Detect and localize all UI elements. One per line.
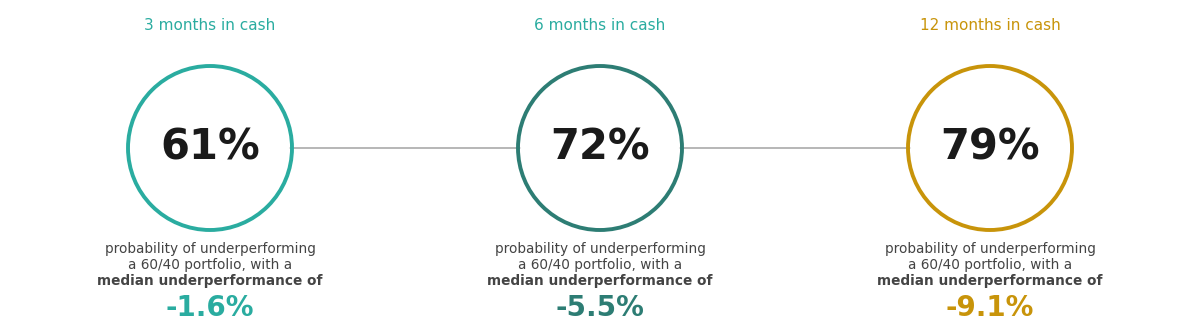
Text: 61%: 61%: [160, 127, 260, 169]
Text: 3 months in cash: 3 months in cash: [144, 18, 276, 33]
Text: probability of underperforming: probability of underperforming: [884, 242, 1096, 256]
Text: a 60/40 portfolio, with a: a 60/40 portfolio, with a: [908, 258, 1072, 272]
Text: -1.6%: -1.6%: [166, 294, 254, 322]
Text: 72%: 72%: [550, 127, 650, 169]
Text: 12 months in cash: 12 months in cash: [919, 18, 1061, 33]
Text: 6 months in cash: 6 months in cash: [534, 18, 666, 33]
Text: a 60/40 portfolio, with a: a 60/40 portfolio, with a: [128, 258, 292, 272]
Text: 79%: 79%: [940, 127, 1040, 169]
Text: -5.5%: -5.5%: [556, 294, 644, 322]
Text: -9.1%: -9.1%: [946, 294, 1034, 322]
Text: median underperformance of: median underperformance of: [877, 274, 1103, 288]
Circle shape: [911, 69, 1069, 227]
Text: probability of underperforming: probability of underperforming: [494, 242, 706, 256]
Text: probability of underperforming: probability of underperforming: [104, 242, 316, 256]
Circle shape: [521, 69, 679, 227]
Circle shape: [131, 69, 289, 227]
Text: median underperformance of: median underperformance of: [97, 274, 323, 288]
Text: a 60/40 portfolio, with a: a 60/40 portfolio, with a: [518, 258, 682, 272]
Text: median underperformance of: median underperformance of: [487, 274, 713, 288]
